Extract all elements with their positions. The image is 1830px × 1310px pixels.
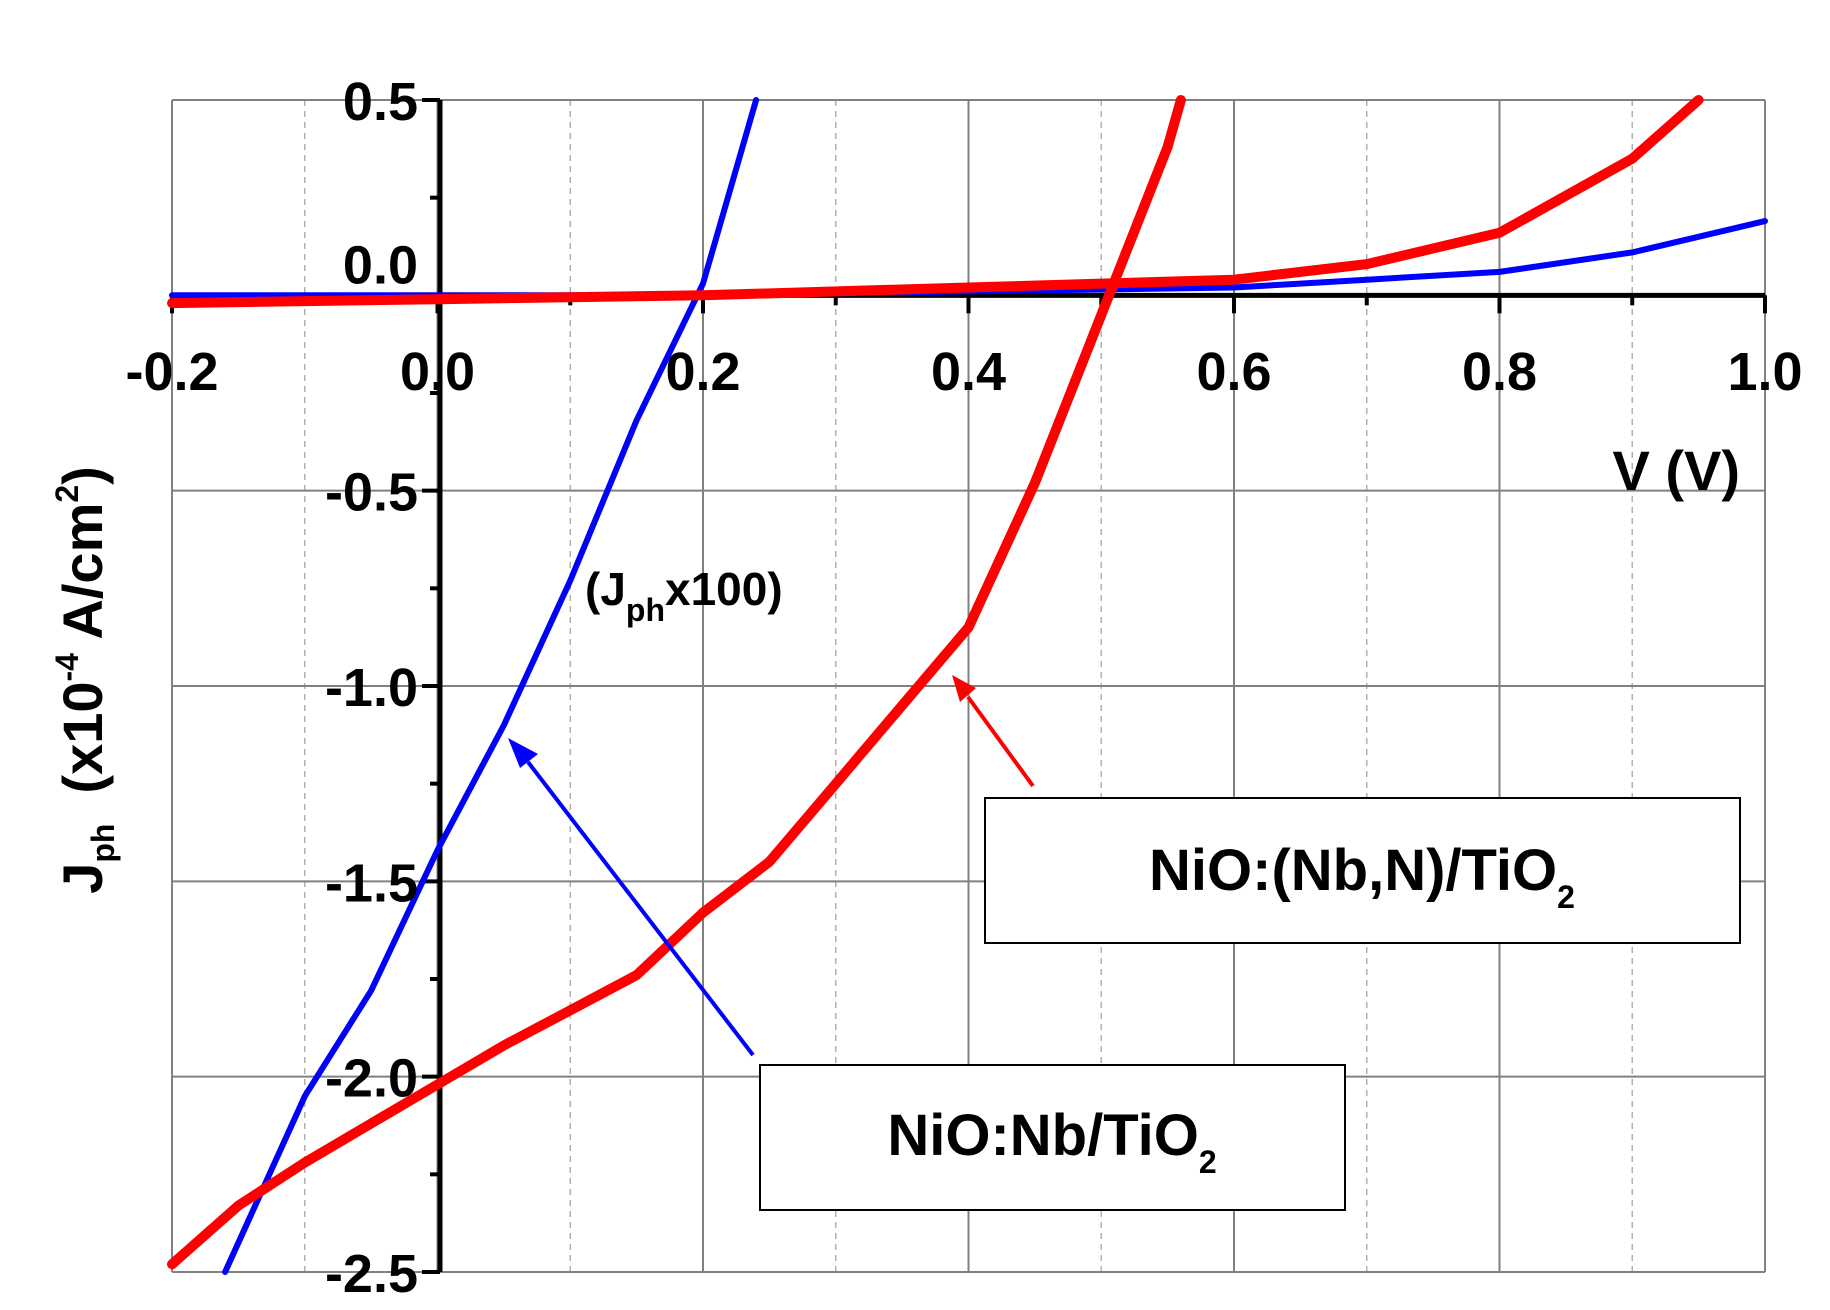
y-axis-title-unit-prefix: (x10 bbox=[51, 681, 114, 793]
y-tick-label: -1.5 bbox=[325, 853, 418, 913]
x-tick-label: 0.0 bbox=[400, 342, 475, 402]
y-tick-label: -0.5 bbox=[325, 463, 418, 523]
blue-arrowhead bbox=[508, 738, 538, 768]
x-tick-label: 1.0 bbox=[1727, 342, 1802, 402]
y-axis-title-sub: ph bbox=[85, 824, 121, 863]
x-axis-title: V (V) bbox=[1612, 439, 1740, 502]
x-tick-label: -0.2 bbox=[125, 342, 218, 402]
scale-note: (Jphx100) bbox=[585, 563, 783, 628]
legend-red-sub: 2 bbox=[1557, 879, 1575, 915]
red-legend-arrow bbox=[966, 695, 1035, 788]
y-tick-label: 0.5 bbox=[343, 72, 418, 132]
legend-blue-main: NiO:Nb/TiO bbox=[887, 1103, 1198, 1168]
series-red-line bbox=[167, 95, 1186, 1270]
blue-legend-arrow bbox=[526, 760, 755, 1057]
y-tick-label: 0.0 bbox=[343, 235, 418, 295]
legend-blue: NiO:Nb/TiO2 bbox=[759, 1064, 1346, 1211]
series-red-tail-line bbox=[167, 95, 1704, 309]
scale-note-main: (J bbox=[585, 563, 626, 615]
y-axis-title-unit-exp2: 2 bbox=[49, 485, 85, 503]
series bbox=[167, 95, 1768, 1275]
legend-red-text: NiO:(Nb,N)/TiO2 bbox=[1149, 838, 1575, 915]
ticks bbox=[170, 98, 1767, 1274]
legend-blue-text: NiO:Nb/TiO2 bbox=[887, 1103, 1216, 1180]
x-tick-label: 0.6 bbox=[1196, 342, 1271, 402]
x-tick-label: 0.2 bbox=[665, 342, 740, 402]
red-arrowhead bbox=[952, 675, 976, 702]
y-axis-title-unit-suffix: ) bbox=[51, 466, 114, 485]
legend-red: NiO:(Nb,N)/TiO2 bbox=[984, 797, 1741, 944]
x-tick-label: 0.8 bbox=[1462, 342, 1537, 402]
legend-blue-box bbox=[759, 1064, 1346, 1211]
labels: -0.2 0.0 0.2 0.4 0.6 0.8 1.0 0.5 0.0 -0.5 -1.0 -1.5… bbox=[125, 72, 1802, 1304]
legend-red-main: NiO:(Nb,N)/TiO bbox=[1149, 838, 1557, 903]
y-axis-title-unit-exp: -4 bbox=[49, 653, 85, 682]
scale-note-sub: ph bbox=[626, 592, 665, 628]
y-axis-title: Jph (x10-4 A/cm2) bbox=[49, 466, 121, 894]
legend-blue-sub: 2 bbox=[1199, 1144, 1217, 1180]
scale-note-tail: x100) bbox=[665, 563, 783, 615]
y-tick-label: -1.0 bbox=[325, 658, 418, 718]
x-tick-label: 0.4 bbox=[931, 342, 1006, 402]
series-blue-line bbox=[222, 97, 760, 1275]
y-tick-label: -2.5 bbox=[325, 1244, 418, 1304]
y-tick-label: -2.0 bbox=[325, 1049, 418, 1109]
y-axis-title-unit-mid: A/cm bbox=[51, 503, 114, 653]
y-axis-title-main: J bbox=[51, 863, 114, 894]
legend-red-box bbox=[984, 797, 1741, 944]
